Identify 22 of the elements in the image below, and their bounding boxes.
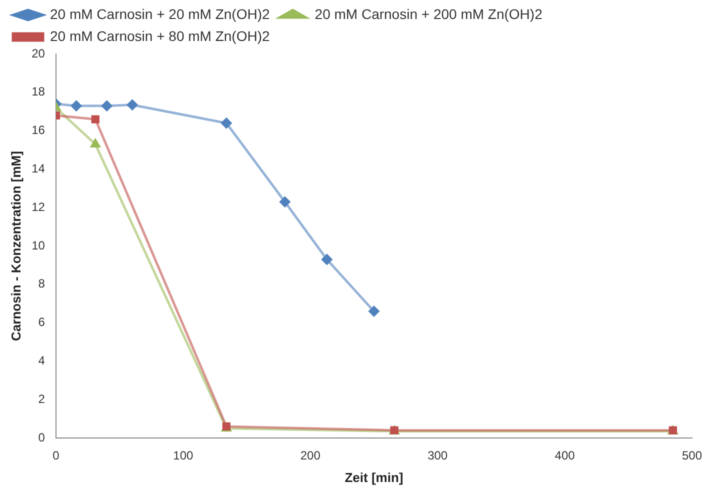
y-tick-label: 10 [32,238,46,252]
legend-label: 20 mM Carnosin + 80 mM Zn(OH)2 [50,28,270,44]
y-tick-label: 2 [38,392,46,406]
x-axis-title: Zeit [min] [344,470,404,485]
x-tick-label: 200 [300,448,321,463]
x-tick-label: 300 [428,448,448,463]
y-tick-label: 8 [38,276,46,291]
x-tick-label: 100 [173,448,194,463]
legend-label: 20 mM Carnosin + 20 mM Zn(OH)2 [50,6,270,22]
y-tick-label: 4 [38,354,46,368]
y-tick-label: 14 [32,162,46,176]
y-tick-label: 16 [32,123,46,138]
x-tick-label: 500 [682,448,702,463]
y-tick-label: 18 [32,84,46,99]
y-tick-label: 6 [38,315,46,330]
y-tick-label: 20 [32,46,46,60]
y-axis-title: Carnosin - Konzentration [mM] [8,151,24,341]
y-tick-label: 0 [38,430,46,444]
y-tick-label: 12 [32,200,46,214]
x-tick-label: 0 [52,448,60,463]
legend-label: 20 mM Carnosin + 200 mM Zn(OH)2 [314,6,543,22]
x-tick-label: 400 [554,448,576,463]
